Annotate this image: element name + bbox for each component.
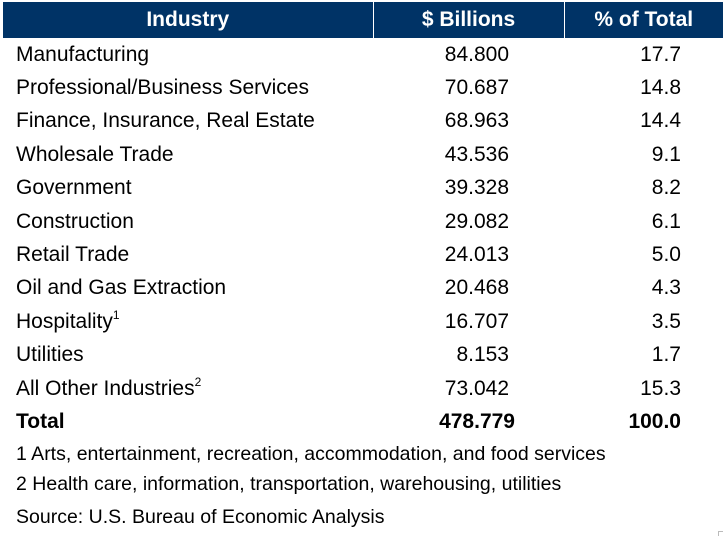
industry-cell: Professional/Business Services <box>3 71 373 104</box>
pct-cell-text: 3.5 <box>651 309 681 333</box>
pct-cell-text: 6.1 <box>651 209 681 233</box>
total-label: Total <box>16 409 65 433</box>
pct-cell: 14.4 <box>564 105 723 138</box>
table-row: Oil and Gas Extraction 20.468 4.3 <box>3 272 723 305</box>
pct-cell: 8.2 <box>564 172 723 205</box>
billions-cell-text: 29.082 <box>444 209 509 233</box>
billions-cell-text: 73.042 <box>444 376 509 400</box>
footnote-marker: 1 <box>112 307 120 322</box>
industry-cell-text: Utilities <box>16 343 84 367</box>
header-pct: % of Total <box>563 2 723 38</box>
industry-cell-text: Professional/Business Services <box>16 76 309 100</box>
table-row: Construction 29.082 6.1 <box>3 205 723 238</box>
table-body: Manufacturing 84.800 17.7 Professional/Busi… <box>3 38 723 405</box>
industry-cell-text: Government <box>16 176 132 200</box>
header-industry: Industry <box>3 2 373 38</box>
billions-cell: 39.328 <box>373 172 564 205</box>
billions-cell-text: 84.800 <box>444 42 509 66</box>
billions-cell: 43.536 <box>373 138 564 171</box>
industry-cell-text: Wholesale Trade <box>16 142 174 166</box>
industry-cell: Wholesale Trade <box>3 138 373 171</box>
source-note: Source: U.S. Bureau of Economic Analysis <box>16 506 385 528</box>
industry-cell-text: Manufacturing <box>16 42 150 66</box>
footnote-2: 2 Health care, information, transportati… <box>16 473 562 495</box>
billions-cell-text: 43.536 <box>444 142 509 166</box>
pct-cell: 5.0 <box>564 238 723 271</box>
industry-cell: Finance, Insurance, Real Estate <box>3 105 373 138</box>
table-row: Hospitality1 16.707 3.5 <box>3 305 723 338</box>
industry-cell-text: Construction <box>16 209 134 233</box>
footnote-1: 1 Arts, entertainment, recreation, accom… <box>16 443 606 465</box>
industry-cell: Retail Trade <box>3 238 373 271</box>
pct-cell: 6.1 <box>564 205 723 238</box>
footnote-marker: 2 <box>194 374 202 389</box>
billions-cell-text: 39.328 <box>444 176 509 200</box>
table-row: All Other Industries2 73.042 15.3 <box>3 372 723 405</box>
pct-cell: 9.1 <box>564 138 723 171</box>
table-row: Manufacturing 84.800 17.7 <box>3 38 723 71</box>
pct-cell: 17.7 <box>564 38 723 71</box>
resize-corner-mark <box>718 531 723 536</box>
pct-cell-text: 1.7 <box>651 343 681 367</box>
pct-cell-text: 14.8 <box>640 76 681 100</box>
pct-cell-text: 15.3 <box>640 376 681 400</box>
billions-cell-text: 8.153 <box>456 343 509 367</box>
pct-cell-text: 5.0 <box>651 243 681 267</box>
table-row: Utilities 8.153 1.7 <box>3 339 723 372</box>
table-row: Finance, Insurance, Real Estate 68.963 14.… <box>3 105 723 138</box>
billions-cell-text: 24.013 <box>444 243 509 267</box>
pct-cell: 15.3 <box>564 372 723 405</box>
billions-cell: 73.042 <box>373 372 564 405</box>
billions-cell-text: 68.963 <box>444 109 509 133</box>
industry-cell-text: Finance, Insurance, Real Estate <box>16 109 315 133</box>
industry-cell-text: Hospitality <box>16 309 113 333</box>
pct-cell-text: 9.1 <box>651 142 681 166</box>
billions-cell: 29.082 <box>373 205 564 238</box>
pct-cell: 1.7 <box>564 339 723 372</box>
header-row: Industry $ Billions % of Total <box>3 2 723 38</box>
total-pct: 100.0 <box>628 409 681 433</box>
table-row: Professional/Business Services 70.687 14.8 <box>3 71 723 104</box>
pct-cell: 4.3 <box>564 272 723 305</box>
pct-cell-text: 14.4 <box>640 109 681 133</box>
billions-cell-text: 70.687 <box>444 76 509 100</box>
pct-cell: 14.8 <box>564 71 723 104</box>
industry-cell-text: Retail Trade <box>16 243 130 267</box>
billions-cell: 8.153 <box>373 339 564 372</box>
billions-cell: 24.013 <box>373 238 564 271</box>
industry-cell-text: All Other Industries <box>16 376 195 400</box>
billions-cell-text: 16.707 <box>444 309 509 333</box>
table-row: Government 39.328 8.2 <box>3 172 723 205</box>
industry-table: Industry $ Billions % of Total Manufactu… <box>3 2 723 439</box>
industry-cell: All Other Industries2 <box>3 372 373 405</box>
billions-cell: 70.687 <box>373 71 564 104</box>
industry-cell: Oil and Gas Extraction <box>3 272 373 305</box>
industry-cell: Construction <box>3 205 373 238</box>
pct-cell-text: 8.2 <box>651 176 681 200</box>
billions-cell: 16.707 <box>373 305 564 338</box>
table-row: Retail Trade 24.013 5.0 <box>3 238 723 271</box>
total-row: Total 478.779 100.0 <box>3 405 723 438</box>
table-row: Wholesale Trade 43.536 9.1 <box>3 138 723 171</box>
industry-cell-text: Oil and Gas Extraction <box>16 276 227 300</box>
industry-cell: Hospitality1 <box>3 305 373 338</box>
billions-cell: 68.963 <box>373 105 564 138</box>
industry-cell: Government <box>3 172 373 205</box>
industry-cell: Manufacturing <box>3 38 373 71</box>
industry-cell: Utilities <box>3 339 373 372</box>
billions-cell: 84.800 <box>373 38 564 71</box>
header-billions: $ Billions <box>372 2 564 38</box>
pct-cell: 3.5 <box>564 305 723 338</box>
total-billions: 478.779 <box>439 409 515 433</box>
billions-cell-text: 20.468 <box>444 276 509 300</box>
pct-cell-text: 17.7 <box>640 42 681 66</box>
billions-cell: 20.468 <box>373 272 564 305</box>
pct-cell-text: 4.3 <box>651 276 681 300</box>
